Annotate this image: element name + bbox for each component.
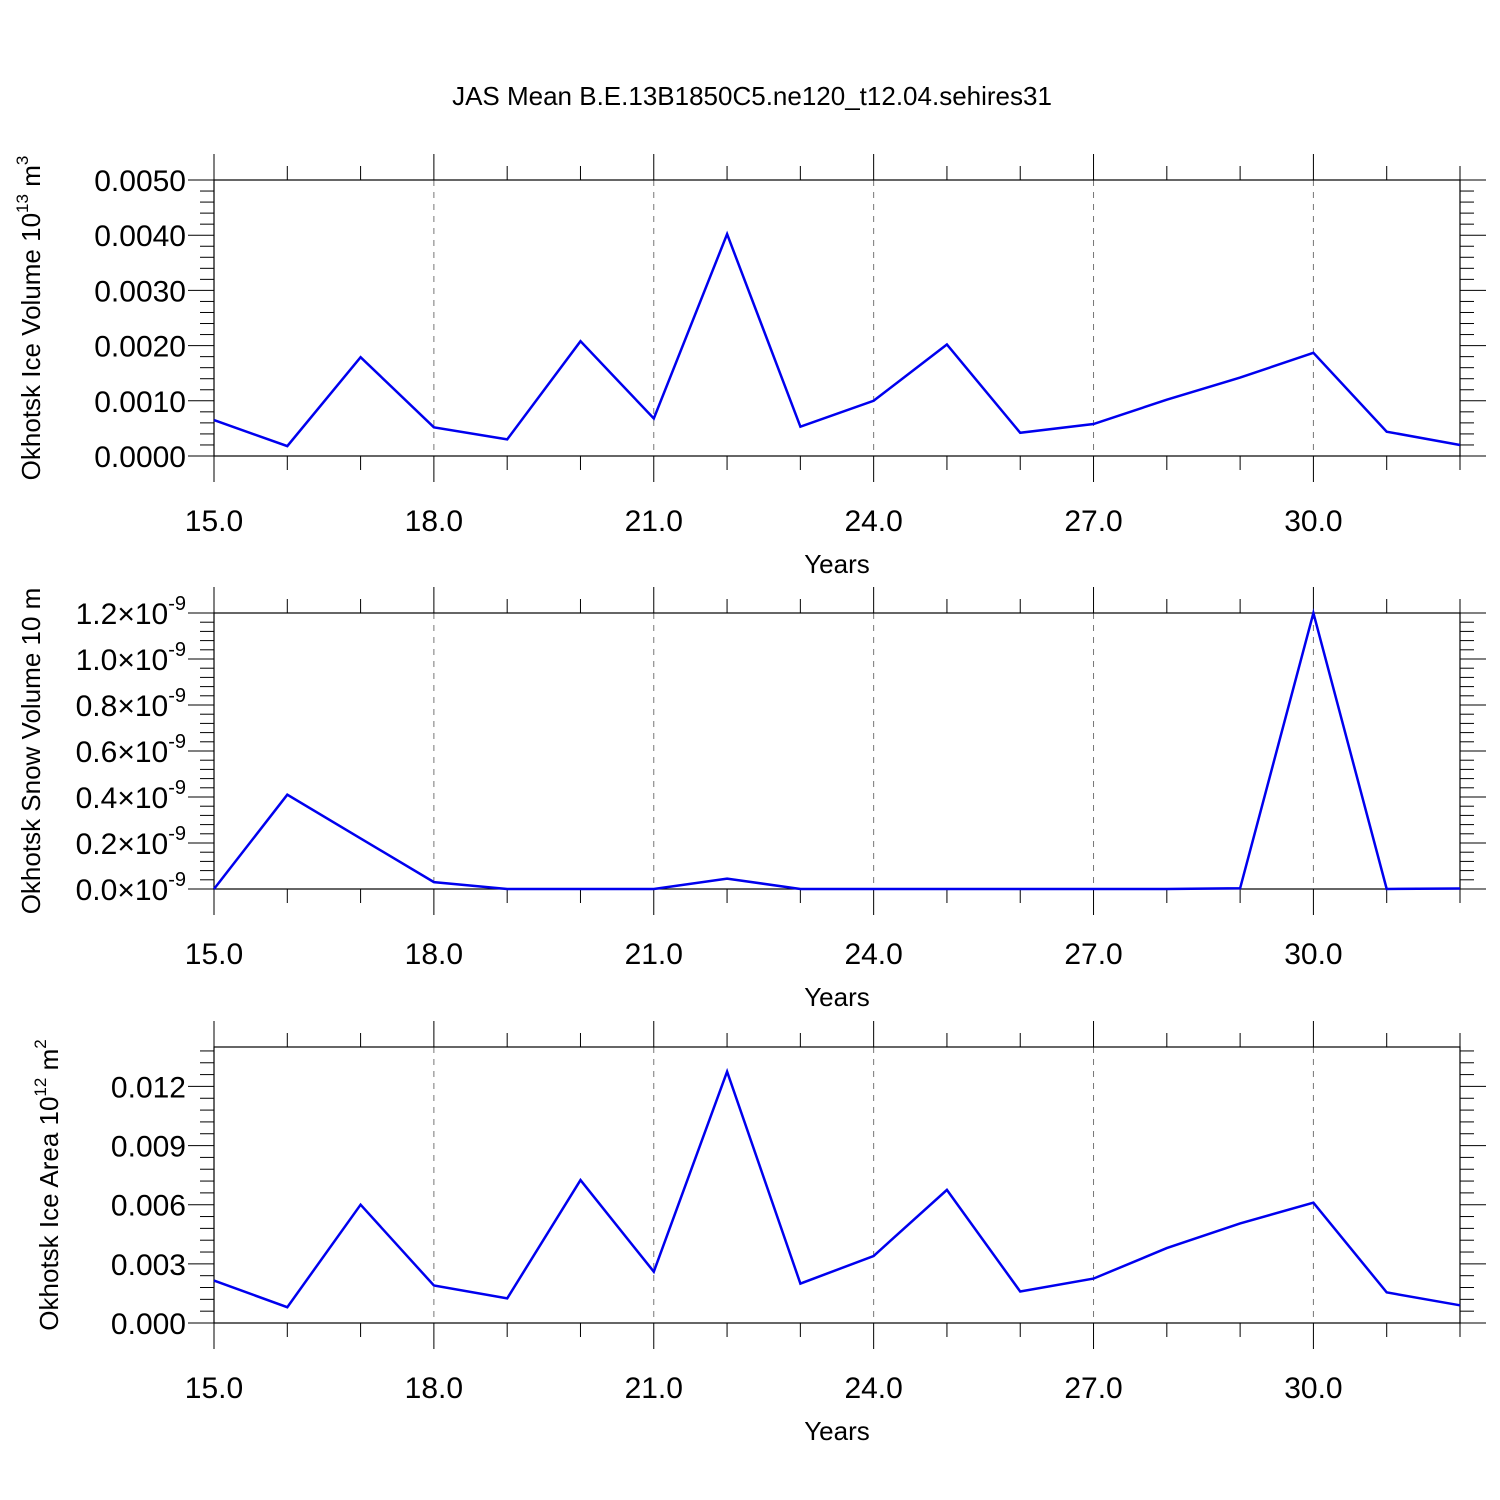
x-tick-label: 30.0 xyxy=(1284,505,1342,538)
series-line xyxy=(213,608,1461,891)
x-tick-label: 24.0 xyxy=(844,505,902,538)
y-axis-title-unit: m xyxy=(34,1049,64,1078)
x-tick-label: 15.0 xyxy=(185,505,243,538)
y-axis-title-unit-exponent: 3 xyxy=(13,156,32,165)
x-axis-title: Years xyxy=(804,1416,870,1446)
x-tick-label: 24.0 xyxy=(844,938,902,971)
x-tick-label: 18.0 xyxy=(405,938,463,971)
y-axis-title-unit-exponent: 2 xyxy=(31,1039,50,1048)
y-tick-label: 0.8×10-9 xyxy=(76,685,186,723)
series-line xyxy=(213,1067,1461,1309)
x-tick-label: 27.0 xyxy=(1064,505,1122,538)
y-tick-label: 0.000 xyxy=(111,1308,186,1341)
y-tick-base: 0.6×10 xyxy=(76,736,169,769)
y-axis-title-text: Okhotsk Ice Area 10 xyxy=(34,1097,64,1331)
y-axis-title-unit: m xyxy=(16,165,46,194)
y-tick-label: 0.012 xyxy=(111,1071,186,1104)
y-tick-base: 0.0×10 xyxy=(76,874,169,907)
y-tick-label: 0.4×10-9 xyxy=(76,777,186,815)
y-tick-label: 0.0030 xyxy=(94,275,186,308)
y-tick-base: 0.0000 xyxy=(94,441,186,474)
plot-frame xyxy=(213,612,1461,890)
x-tick-label: 21.0 xyxy=(625,938,683,971)
series-line xyxy=(213,230,1461,448)
x-tick-label: 30.0 xyxy=(1284,1372,1342,1405)
y-tick-base: 0.4×10 xyxy=(76,782,169,815)
chart-panel-1: 15.0 18.0 21.0 24.0 27.0 30.0 0.0000 0.0010 0.00… xyxy=(13,154,1486,579)
y-axis-title: Okhotsk Ice Volume 1013 m3 xyxy=(13,156,46,481)
y-axis-title: Okhotsk Ice Area 1012 m2 xyxy=(31,1039,64,1330)
chart-panel-3: 15.0 18.0 21.0 24.0 27.0 30.0 0.000 0.003 0.006 0… xyxy=(31,1021,1486,1446)
y-tick-label: 0.009 xyxy=(111,1131,186,1164)
y-tick-base: 0.000 xyxy=(111,1308,186,1341)
y-tick-label: 0.6×10-9 xyxy=(76,731,186,769)
y-tick-base: 0.8×10 xyxy=(76,690,169,723)
y-axis-title-unit: m xyxy=(16,588,46,617)
y-tick-base: 0.0040 xyxy=(94,220,186,253)
y-tick-base: 0.2×10 xyxy=(76,828,169,861)
x-tick-label: 24.0 xyxy=(844,1372,902,1405)
x-tick-label: 30.0 xyxy=(1284,938,1342,971)
x-tick-label: 18.0 xyxy=(405,1372,463,1405)
x-tick-label: 27.0 xyxy=(1064,1372,1122,1405)
x-tick-label: 27.0 xyxy=(1064,938,1122,971)
y-tick-label: 0.006 xyxy=(111,1190,186,1223)
y-tick-exponent: -9 xyxy=(168,869,186,891)
x-tick-label: 15.0 xyxy=(185,1372,243,1405)
y-tick-base: 0.003 xyxy=(111,1249,186,1282)
y-tick-base: 0.0010 xyxy=(94,386,186,419)
y-tick-label: 0.003 xyxy=(111,1249,186,1282)
y-tick-exponent: -9 xyxy=(168,685,186,707)
y-tick-base: 0.0030 xyxy=(94,275,186,308)
chart-panel-2: 15.0 18.0 21.0 24.0 27.0 30.00.0×10-90.2×10-9… xyxy=(16,587,1486,1012)
y-tick-label: 0.0010 xyxy=(94,386,186,419)
y-axis-title-exponent: 13 xyxy=(13,194,32,213)
plot-frame xyxy=(213,179,1461,457)
y-tick-label: 0.0020 xyxy=(94,331,186,364)
y-axis-title: Okhotsk Snow Volume 10 m xyxy=(16,588,46,915)
x-tick-label: 21.0 xyxy=(625,505,683,538)
y-tick-label: 0.0×10-9 xyxy=(76,869,186,907)
y-axis-title-text: Okhotsk Snow Volume 10 xyxy=(16,617,46,915)
y-tick-exponent: -9 xyxy=(168,777,186,799)
x-tick-label: 21.0 xyxy=(625,1372,683,1405)
y-axis-title-exponent: 12 xyxy=(31,1078,50,1097)
y-axis-title-text: Okhotsk Ice Volume 10 xyxy=(16,213,46,480)
y-tick-label: 1.2×10-9 xyxy=(76,593,186,631)
x-tick-label: 15.0 xyxy=(185,938,243,971)
figure-title: JAS Mean B.E.13B1850C5.ne120_t12.04.sehi… xyxy=(452,81,1052,111)
y-tick-label: 1.0×10-9 xyxy=(76,639,186,677)
y-tick-label: 0.2×10-9 xyxy=(76,823,186,861)
y-tick-base: 0.009 xyxy=(111,1131,186,1164)
y-tick-label: 0.0000 xyxy=(94,441,186,474)
x-axis-title: Years xyxy=(804,549,870,579)
y-tick-label: 0.0050 xyxy=(94,165,186,198)
y-tick-exponent: -9 xyxy=(168,593,186,615)
y-tick-exponent: -9 xyxy=(168,731,186,753)
y-tick-base: 0.0050 xyxy=(94,165,186,198)
y-tick-base: 0.012 xyxy=(111,1071,186,1104)
y-tick-base: 0.0020 xyxy=(94,331,186,364)
y-tick-base: 0.006 xyxy=(111,1190,186,1223)
y-tick-exponent: -9 xyxy=(168,823,186,845)
y-tick-label: 0.0040 xyxy=(94,220,186,253)
y-tick-base: 1.2×10 xyxy=(76,598,169,631)
panels: 15.0 18.0 21.0 24.0 27.0 30.0 0.0000 0.0010 0.00… xyxy=(13,154,1486,1446)
x-tick-label: 18.0 xyxy=(405,505,463,538)
y-tick-exponent: -9 xyxy=(168,639,186,661)
y-tick-base: 1.0×10 xyxy=(76,644,169,677)
x-axis-title: Years xyxy=(804,982,870,1012)
plot-frame xyxy=(213,1046,1461,1324)
